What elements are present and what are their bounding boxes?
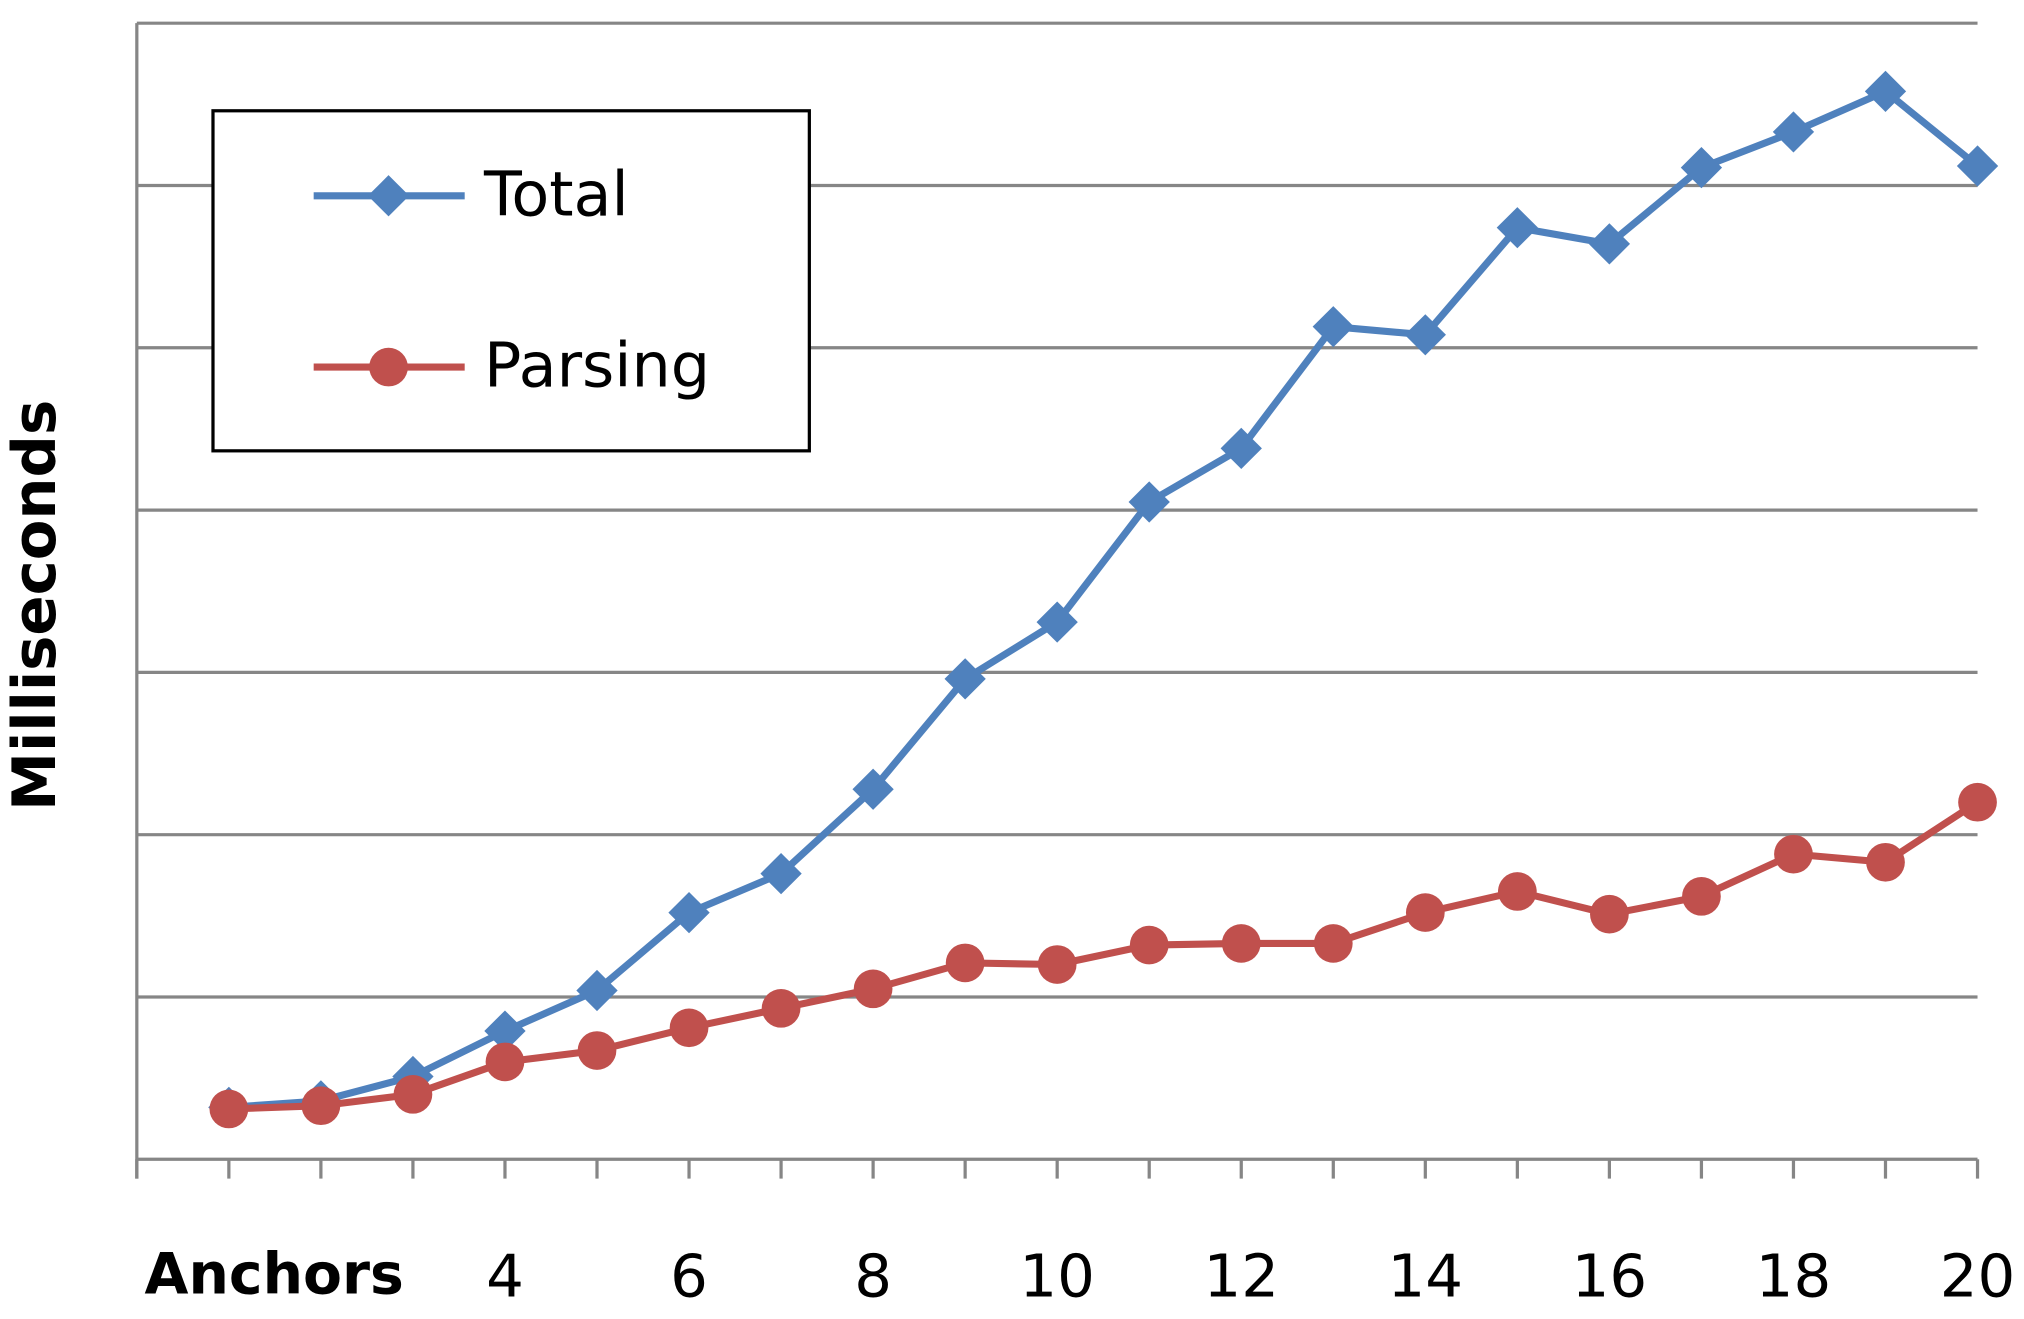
x-tick-label: 6 <box>670 1242 708 1311</box>
marker <box>853 969 893 1009</box>
x-axis-label: Anchors <box>145 1241 404 1307</box>
marker <box>1772 111 1815 153</box>
marker <box>1680 147 1723 189</box>
series-line <box>228 87 1980 1111</box>
x-tick-label: 16 <box>1572 1242 1648 1311</box>
marker <box>393 1075 433 1114</box>
marker <box>1956 145 1999 187</box>
marker <box>1036 601 1078 643</box>
x-tick-label: 10 <box>1019 1242 1095 1311</box>
marker <box>301 1086 341 1126</box>
marker <box>485 1042 525 1082</box>
marker <box>761 989 801 1028</box>
x-tick-label: 4 <box>486 1242 524 1311</box>
marker <box>1037 945 1077 984</box>
marker <box>760 853 802 895</box>
marker <box>1129 925 1169 965</box>
x-tick-label: 20 <box>1940 1242 2016 1311</box>
marker <box>484 1010 526 1052</box>
marker <box>1221 924 1261 963</box>
marker <box>1220 427 1262 470</box>
marker <box>1590 894 1629 934</box>
marker <box>1958 782 1997 822</box>
legend-marker <box>367 175 410 217</box>
marker <box>1312 306 1354 348</box>
x-tick-label: 18 <box>1756 1242 1832 1311</box>
marker <box>1128 481 1170 523</box>
marker <box>1774 834 1813 874</box>
marker <box>1497 872 1537 911</box>
marker <box>669 1008 709 1048</box>
marker <box>1313 924 1353 963</box>
marker <box>1404 314 1446 356</box>
marker <box>1405 893 1445 932</box>
marker <box>577 1031 617 1070</box>
x-tick-label: 14 <box>1388 1242 1464 1311</box>
marker <box>944 658 986 700</box>
marker <box>1864 70 1907 112</box>
marker <box>945 943 985 983</box>
marker <box>1496 207 1539 249</box>
marker <box>576 969 618 1012</box>
x-tick-label: 8 <box>854 1242 892 1311</box>
legend-label: Total <box>483 158 629 230</box>
legend-marker <box>369 347 408 387</box>
marker <box>668 891 710 934</box>
legend-label: Parsing <box>484 330 710 402</box>
marker <box>1866 842 1905 882</box>
marker <box>852 768 894 810</box>
x-tick-label: 12 <box>1203 1242 1279 1311</box>
marker <box>209 1089 249 1129</box>
y-axis-label: Milliseconds <box>0 400 69 811</box>
legend-box <box>211 109 811 453</box>
marker <box>1682 877 1721 916</box>
marker <box>1588 223 1631 265</box>
